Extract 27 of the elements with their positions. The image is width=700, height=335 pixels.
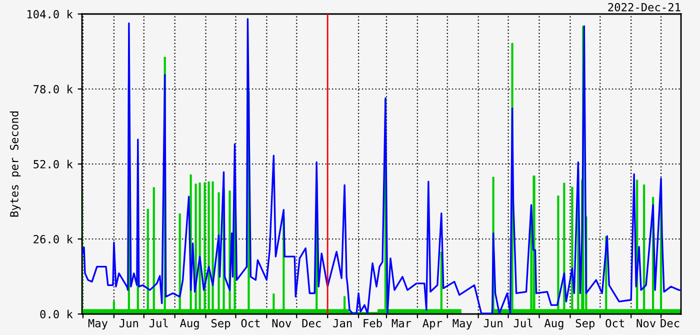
- x-tick-label: Oct: [606, 318, 624, 328]
- x-tick-label: Mar: [392, 319, 412, 328]
- x-tick-label: Nov: [636, 319, 656, 328]
- x-tick-label: Jul: [149, 318, 168, 328]
- y-tick-label: 0.0 k: [40, 310, 73, 318]
- x-tick-label: Apr: [422, 319, 442, 330]
- x-tick-label: Oct: [241, 318, 260, 328]
- x-tick-label: Aug: [180, 319, 199, 330]
- x-tick-label: Nov: [272, 319, 292, 328]
- x-tick-label: Feb: [364, 318, 382, 328]
- y-tick-label: 52.0 k: [34, 160, 73, 168]
- x-tick-label: Jul: [514, 318, 532, 328]
- x-tick-label: Jun: [484, 319, 502, 328]
- y-tick-label: 78.0 k: [34, 84, 73, 94]
- x-tick-label: Sep: [211, 318, 230, 330]
- x-tick-label: Sep: [576, 318, 595, 330]
- y-tick-label: 104.0 k: [27, 10, 73, 18]
- x-tick-label: Jun: [119, 319, 138, 328]
- x-tick-label: Aug: [544, 319, 564, 330]
- x-tick-label: Dec: [302, 319, 321, 328]
- x-tick-label: Dec: [660, 319, 680, 328]
- y-axis-title: Bytes per Second: [10, 112, 21, 217]
- chart-title: 2022-Dec-21: [608, 2, 680, 12]
- x-tick-label: May: [452, 319, 472, 330]
- x-tick-label: May: [88, 319, 108, 330]
- x-tick-label: Jan: [333, 319, 352, 328]
- y-tick-label: 26.0 k: [34, 234, 73, 244]
